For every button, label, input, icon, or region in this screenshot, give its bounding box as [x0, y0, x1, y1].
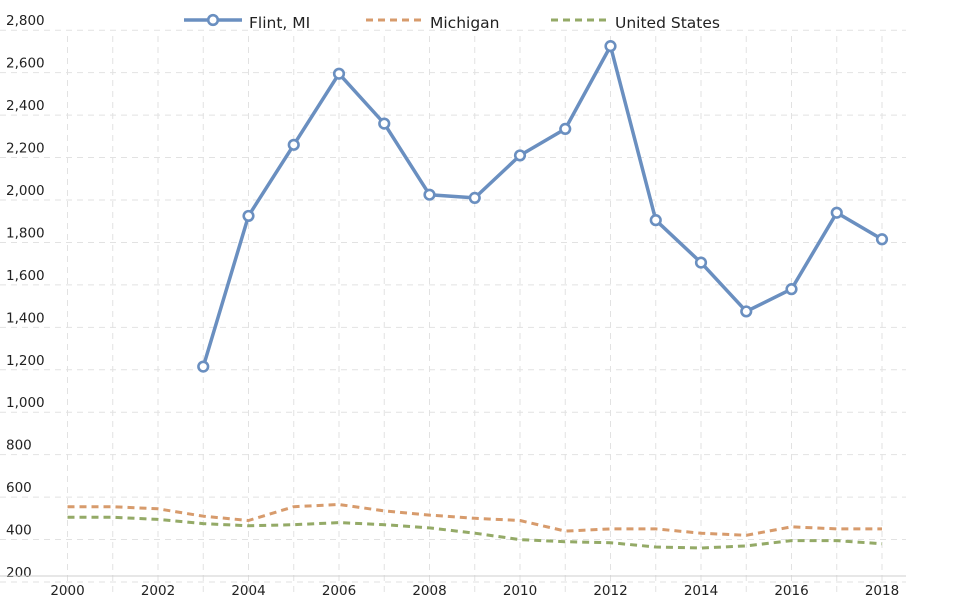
data-point[interactable] [830, 206, 843, 219]
legend-label: United States [615, 14, 720, 32]
data-point[interactable] [785, 283, 798, 296]
x-tick-label: 2004 [231, 583, 265, 599]
series-flint-mi [197, 40, 889, 373]
x-tick-label: 2016 [774, 583, 808, 599]
series-united-states [67, 515, 883, 550]
y-tick-label: 1,400 [6, 310, 45, 326]
data-point[interactable] [649, 214, 662, 227]
legend-marker [206, 13, 220, 27]
series-line [67, 515, 883, 550]
x-tick-label: 2000 [50, 583, 84, 599]
y-tick-label: 400 [6, 523, 32, 539]
grid [0, 29, 906, 596]
x-tick-label: 2018 [865, 583, 899, 599]
x-tick-label: 2010 [503, 583, 537, 599]
x-axis: 2000 2002 2004 2006 2008 2010 2012 2014 2016 2018 [0, 575, 906, 599]
data-point[interactable] [875, 233, 889, 246]
series-michigan [67, 503, 882, 537]
series-line [67, 503, 882, 537]
y-tick-label: 1,000 [6, 395, 45, 411]
data-point[interactable] [378, 117, 391, 130]
legend-item[interactable]: Michigan [366, 14, 500, 32]
series-layer [67, 40, 889, 550]
data-point[interactable] [513, 149, 527, 162]
y-tick-label: 2,600 [6, 56, 45, 72]
data-point[interactable] [423, 188, 436, 201]
y-tick-label: 800 [6, 438, 32, 454]
data-point[interactable] [242, 209, 255, 223]
data-point[interactable] [559, 122, 572, 136]
data-point[interactable] [287, 138, 300, 151]
y-tick-label: 600 [6, 480, 32, 496]
y-tick-label: 1,200 [6, 353, 45, 369]
data-point[interactable] [694, 256, 708, 269]
y-tick-label: 1,800 [6, 225, 45, 241]
y-tick-label: 2,200 [6, 141, 45, 157]
y-tick-label: 2,000 [6, 183, 45, 199]
legend-item[interactable]: United States [551, 14, 720, 32]
legend-item[interactable]: Flint, MI [184, 13, 310, 32]
x-tick-label: 2014 [684, 583, 718, 599]
y-tick-label: 2,400 [6, 98, 45, 114]
data-point[interactable] [468, 191, 481, 204]
y-axis: 200 400 600 800 1,000 1,200 1,400 1,600 1,800 2,0… [6, 13, 45, 581]
legend-label: Flint, MI [249, 14, 310, 32]
legend-label: Michigan [430, 14, 500, 32]
x-tick-label: 2008 [412, 583, 446, 599]
x-tick-label: 2012 [593, 583, 627, 599]
data-point[interactable] [740, 305, 753, 318]
y-tick-label: 2,800 [6, 13, 45, 29]
data-point[interactable] [197, 360, 210, 373]
data-point[interactable] [604, 40, 617, 53]
x-tick-label: 2002 [141, 583, 175, 599]
y-tick-label: 200 [6, 565, 32, 581]
legend: Flint, MI Michigan United States [184, 13, 720, 32]
y-tick-label: 1,600 [6, 268, 45, 284]
x-tick-label: 2006 [322, 583, 356, 599]
series-line [201, 44, 883, 368]
data-point[interactable] [332, 67, 346, 80]
